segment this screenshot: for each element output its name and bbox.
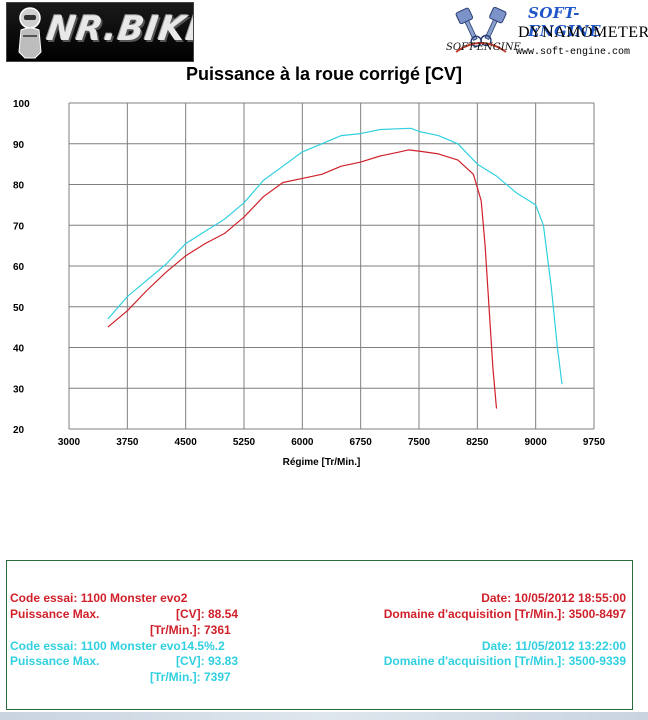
brand-small-logo: SOFT-ENGINE [446, 42, 521, 53]
y-tick-label: 30 [13, 384, 25, 395]
y-tick-label: 80 [13, 181, 25, 192]
x-tick-label: 6750 [350, 437, 373, 448]
logo-text: NR.BIKE [44, 9, 194, 49]
cyan-power-label: Puissance Max. [10, 654, 100, 668]
soft-engine-logo: SOFT-ENGINE DYNAMOMETERS SOFT-ENGINE www… [444, 2, 648, 64]
red-rpm-value: [Tr/Min.]: 7361 [150, 623, 231, 637]
x-axis-label: Régime [Tr/Min.] [283, 457, 361, 468]
x-tick-label: 5250 [233, 437, 256, 448]
x-tick-label: 4500 [175, 437, 198, 448]
red-code-label: Code essai: 1100 Monster evo2 [10, 591, 188, 605]
red-date-label: Date: 10/05/2012 18:55:00 [481, 591, 626, 605]
chart-title: Puissance à la roue corrigé [CV] [185, 64, 463, 84]
red-power-label: Puissance Max. [10, 607, 100, 621]
cyan-rpm-value: [Tr/Min.]: 7397 [150, 670, 231, 684]
x-tick-label: 8250 [466, 437, 489, 448]
cyan-code-label: Code essai: 1100 Monster evo14.5%.2 [10, 639, 225, 653]
brand-name: SOFT-ENGINE [528, 4, 602, 40]
brand-subtitle: DYNAMOMETERS [518, 24, 648, 41]
y-tick-label: 90 [13, 140, 25, 151]
y-tick-label: 40 [13, 344, 25, 355]
cyan-date-label: Date: 11/05/2012 13:22:00 [481, 639, 626, 653]
brand-url: www.soft-engine.com [516, 47, 631, 58]
x-tick-label: 3750 [116, 437, 139, 448]
red-power-value: [CV]: 88.54 [176, 607, 239, 621]
y-tick-label: 60 [13, 262, 25, 273]
x-tick-label: 3000 [58, 437, 81, 448]
y-tick-label: 50 [13, 303, 25, 314]
y-tick-label: 100 [13, 99, 30, 110]
x-tick-label: 7500 [408, 437, 431, 448]
bottom-strip [0, 712, 648, 720]
cyan-power-value: [CV]: 93.83 [176, 654, 239, 668]
rider-icon [18, 7, 42, 59]
cyan-domain-label: Domaine d'acquisition [Tr/Min.]: 3500-93… [383, 654, 626, 668]
x-tick-label: 6000 [291, 437, 314, 448]
piston-icon [455, 6, 507, 53]
y-tick-label: 70 [13, 221, 25, 232]
y-tick-label: 20 [13, 425, 25, 436]
x-tick-label: 9750 [583, 437, 606, 448]
red-domain-label: Domaine d'acquisition [Tr/Min.]: 3500-84… [383, 607, 626, 621]
series-line-cyan [107, 127, 563, 385]
power-chart: 3000 3750 4500 5250 6000 6750 7500 8250 9000 9750… [13, 99, 606, 468]
series-line-red [107, 149, 498, 409]
x-tick-label: 9000 [525, 437, 548, 448]
nr-bike-logo: NR.BIKE [6, 2, 194, 62]
test-info-panel: Code essai: 1100 Monster evo2 Date: 10/0… [6, 560, 633, 710]
